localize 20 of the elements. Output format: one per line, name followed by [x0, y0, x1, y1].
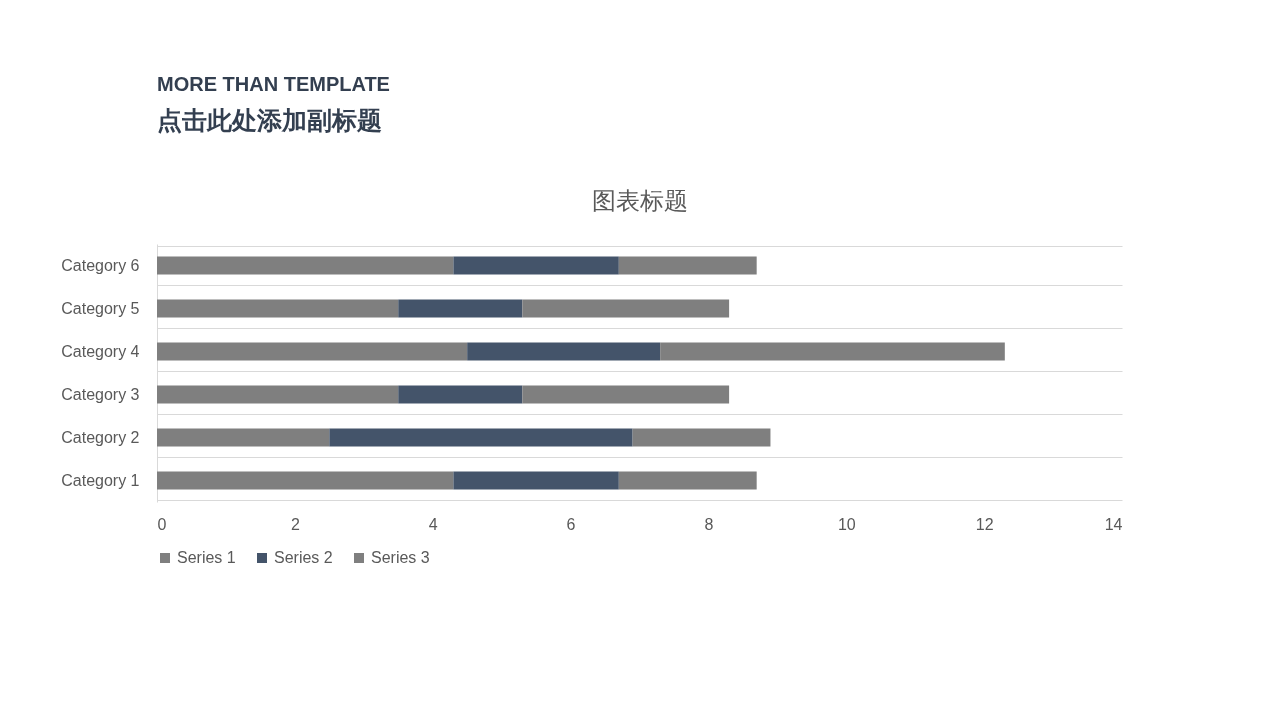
chart-title: 图表标题 [591, 187, 688, 214]
x-tick-label: 10 [837, 515, 856, 533]
x-tick-label: 4 [428, 515, 438, 533]
x-tick-label: 12 [975, 515, 994, 533]
legend-label: Series 3 [371, 549, 430, 566]
y-tick-label: Category 4 [61, 343, 140, 360]
text: 点击此处添加副标题 [157, 106, 382, 134]
y-tick-label: Category 3 [61, 386, 140, 403]
text: MORE THAN TEMPLATE [157, 73, 390, 95]
legend-label: Series 1 [177, 549, 236, 566]
x-tick-label: 0 [157, 515, 167, 533]
y-tick-label: Category 6 [61, 257, 140, 274]
x-tick-label: 6 [566, 515, 576, 533]
x-tick-label: 2 [290, 515, 300, 533]
x-tick-label: 14 [1104, 515, 1123, 533]
y-tick-label: Category 5 [61, 300, 140, 317]
y-tick-label: Category 1 [61, 472, 140, 489]
legend-label: Series 2 [274, 549, 333, 566]
y-tick-label: Category 2 [61, 429, 140, 446]
x-tick-label: 8 [704, 515, 714, 533]
